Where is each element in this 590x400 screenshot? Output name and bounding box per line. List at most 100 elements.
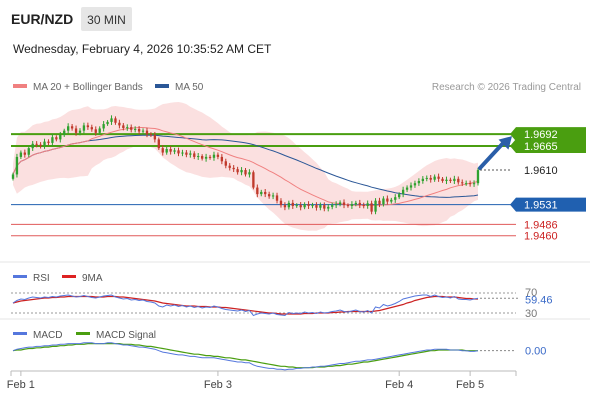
candle-body bbox=[98, 128, 101, 133]
candle bbox=[366, 200, 369, 209]
candle-body bbox=[319, 205, 322, 208]
level-label-bg bbox=[510, 127, 586, 142]
candle-body bbox=[59, 135, 62, 140]
candle bbox=[55, 135, 58, 142]
candle bbox=[299, 202, 302, 211]
candle bbox=[457, 176, 460, 185]
candle bbox=[453, 175, 456, 184]
candle-body bbox=[311, 205, 314, 207]
candle-body bbox=[366, 203, 369, 206]
level-label: 1.9531 bbox=[524, 200, 558, 212]
candle bbox=[228, 163, 231, 171]
candle bbox=[118, 119, 121, 129]
ma20-legend-swatch bbox=[13, 84, 27, 88]
candle bbox=[350, 201, 354, 210]
candle-body bbox=[90, 127, 93, 130]
candle-body bbox=[232, 167, 235, 170]
candle-body bbox=[189, 153, 192, 155]
candle-body bbox=[275, 195, 279, 201]
candle bbox=[43, 138, 46, 149]
candle bbox=[189, 150, 192, 158]
candle bbox=[334, 201, 338, 209]
ma20-line bbox=[12, 127, 479, 207]
candle-body bbox=[169, 149, 172, 152]
candle-body bbox=[224, 161, 227, 166]
candle bbox=[102, 121, 105, 132]
candle bbox=[173, 147, 176, 155]
candle-body bbox=[472, 183, 476, 185]
candle-body bbox=[161, 148, 164, 153]
candle bbox=[208, 154, 212, 160]
candle-body bbox=[220, 156, 224, 162]
candle bbox=[19, 150, 23, 160]
candle bbox=[181, 149, 184, 157]
candle bbox=[307, 201, 310, 209]
candle-body bbox=[390, 199, 393, 202]
candle-body bbox=[177, 150, 180, 154]
candle-body bbox=[425, 177, 428, 179]
candle bbox=[382, 196, 385, 207]
candle-body bbox=[82, 125, 86, 131]
candle-body bbox=[405, 187, 409, 190]
candle-body bbox=[141, 130, 145, 132]
rsi-last-value: 59.46 bbox=[525, 294, 553, 306]
rsi-tick-30: 30 bbox=[525, 308, 537, 320]
candle-body bbox=[433, 176, 436, 180]
candle bbox=[47, 139, 50, 146]
candle bbox=[413, 180, 417, 188]
candle-body bbox=[283, 205, 287, 208]
candle bbox=[472, 180, 476, 187]
candle bbox=[437, 173, 440, 182]
candle bbox=[161, 145, 164, 156]
candle bbox=[141, 128, 145, 134]
candle bbox=[409, 182, 413, 191]
candle bbox=[252, 170, 255, 190]
candle bbox=[476, 167, 480, 186]
x-tick-label: Feb 4 bbox=[385, 379, 413, 391]
candle bbox=[169, 146, 172, 155]
candle bbox=[346, 203, 350, 208]
candle bbox=[279, 198, 283, 208]
candle bbox=[185, 150, 188, 158]
candle-body bbox=[370, 203, 373, 212]
candle-body bbox=[106, 121, 109, 125]
candle bbox=[27, 145, 30, 158]
candle bbox=[98, 126, 101, 135]
candle-body bbox=[346, 205, 350, 207]
candle-body bbox=[153, 135, 157, 140]
rsi-legend-label: RSI bbox=[33, 273, 50, 284]
candle bbox=[303, 202, 306, 210]
candle-body bbox=[193, 153, 196, 157]
candle bbox=[256, 184, 259, 198]
candle bbox=[295, 203, 298, 208]
candle-body bbox=[208, 156, 212, 158]
datetime: Wednesday, February 4, 2026 10:35:52 AM … bbox=[13, 42, 272, 56]
candle bbox=[260, 189, 263, 197]
ma50-legend-swatch bbox=[155, 84, 169, 88]
candle bbox=[145, 127, 149, 138]
candle bbox=[425, 175, 428, 182]
candle-body bbox=[39, 144, 42, 146]
candle bbox=[110, 115, 113, 125]
candle bbox=[204, 153, 208, 162]
candle bbox=[354, 200, 358, 207]
candle-body bbox=[212, 154, 216, 158]
candle bbox=[386, 195, 389, 205]
candle bbox=[287, 200, 291, 210]
candle-body bbox=[378, 200, 381, 205]
candle-body bbox=[374, 200, 377, 212]
pair-title: EUR/NZD bbox=[11, 11, 73, 27]
candle-body bbox=[453, 178, 456, 181]
candle bbox=[177, 147, 180, 157]
candle bbox=[248, 169, 251, 178]
candle-body bbox=[114, 118, 117, 123]
rsi-panel: 70 30 59.46 bbox=[11, 287, 553, 320]
timeframe-badge[interactable] bbox=[81, 7, 132, 31]
candle-body bbox=[197, 156, 200, 158]
candle-body bbox=[110, 118, 113, 122]
copyright: Research © 2026 Trading Central bbox=[432, 82, 581, 93]
candle-body bbox=[102, 124, 105, 129]
candle bbox=[358, 199, 361, 209]
ma50-line bbox=[12, 134, 479, 198]
candle-body bbox=[398, 194, 401, 198]
